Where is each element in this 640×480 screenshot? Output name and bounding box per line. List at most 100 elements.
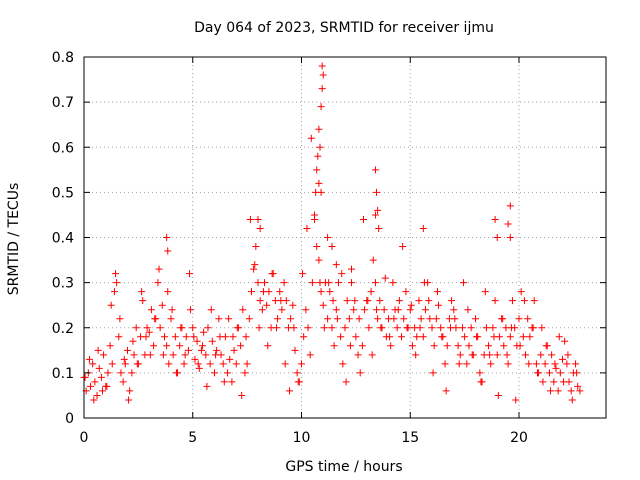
data-point — [520, 297, 528, 305]
data-point — [567, 387, 575, 395]
y-tick-label: 0.2 — [52, 321, 74, 337]
data-point — [293, 369, 301, 377]
data-point — [193, 337, 201, 345]
data-point — [500, 342, 508, 350]
data-point — [464, 306, 472, 314]
data-point — [467, 324, 475, 332]
data-point — [272, 324, 280, 332]
data-point — [515, 315, 523, 323]
data-point — [517, 288, 525, 296]
data-point — [337, 333, 345, 341]
data-point — [373, 188, 381, 196]
data-point — [317, 188, 325, 196]
data-point — [450, 306, 458, 314]
data-point — [564, 351, 572, 359]
data-point — [416, 324, 424, 332]
data-point — [555, 333, 563, 341]
data-point — [110, 288, 118, 296]
data-point — [332, 306, 340, 314]
data-point — [437, 324, 445, 332]
data-point — [493, 351, 501, 359]
data-point — [547, 387, 555, 395]
y-tick-label: 0.3 — [52, 276, 74, 292]
data-point — [537, 351, 545, 359]
data-point — [526, 333, 534, 341]
data-point — [87, 382, 95, 390]
data-point — [373, 306, 381, 314]
data-point — [172, 369, 180, 377]
data-point — [287, 315, 295, 323]
data-point — [176, 342, 184, 350]
data-point — [504, 220, 512, 228]
data-point — [545, 369, 553, 377]
data-point — [133, 360, 141, 368]
data-point — [208, 337, 216, 345]
data-point — [247, 288, 255, 296]
data-point — [477, 378, 485, 386]
data-point — [151, 315, 159, 323]
data-point — [158, 301, 166, 309]
data-point — [277, 297, 285, 305]
data-point — [525, 360, 533, 368]
data-point — [412, 351, 420, 359]
data-point — [341, 324, 349, 332]
data-point — [490, 333, 498, 341]
data-point — [256, 224, 264, 232]
data-point — [233, 324, 241, 332]
data-point — [154, 279, 162, 287]
data-point — [100, 351, 108, 359]
y-tick-label: 0.1 — [52, 366, 74, 382]
data-point — [90, 396, 98, 404]
data-point — [539, 378, 547, 386]
data-point — [367, 288, 375, 296]
data-point — [164, 247, 172, 255]
data-point — [165, 360, 173, 368]
data-point — [311, 211, 319, 219]
data-point — [156, 324, 164, 332]
data-point — [229, 333, 237, 341]
data-point — [315, 179, 323, 187]
data-point — [559, 355, 566, 363]
data-point — [486, 351, 494, 359]
data-point — [506, 333, 514, 341]
data-point — [278, 306, 286, 314]
data-point — [254, 215, 262, 223]
data-point — [194, 360, 202, 368]
data-point — [538, 324, 546, 332]
data-point — [98, 387, 106, 395]
data-point — [280, 279, 288, 287]
data-point — [245, 315, 253, 323]
data-point — [163, 342, 171, 350]
data-point — [394, 306, 402, 314]
data-point — [326, 288, 334, 296]
data-point — [406, 306, 414, 314]
data-point — [415, 297, 423, 305]
data-point — [93, 391, 101, 399]
data-point — [276, 288, 284, 296]
data-point — [319, 71, 327, 79]
data-point — [259, 288, 267, 296]
data-point — [314, 152, 322, 160]
data-point — [448, 297, 456, 305]
data-point — [95, 364, 103, 372]
data-point — [554, 387, 562, 395]
data-point — [403, 324, 411, 332]
data-point — [200, 328, 208, 336]
data-point — [368, 351, 376, 359]
data-point — [167, 315, 175, 323]
x-tick-label: 10 — [293, 430, 311, 446]
data-point — [226, 355, 234, 363]
data-point — [142, 333, 150, 341]
data-point — [106, 342, 114, 350]
data-point — [333, 315, 341, 323]
data-point — [263, 301, 271, 309]
data-point — [97, 373, 105, 381]
data-point — [300, 333, 308, 341]
data-point — [508, 297, 516, 305]
data-point — [243, 360, 251, 368]
data-point — [211, 369, 218, 377]
data-point — [298, 360, 305, 368]
data-point — [374, 206, 382, 214]
data-point — [371, 211, 379, 219]
